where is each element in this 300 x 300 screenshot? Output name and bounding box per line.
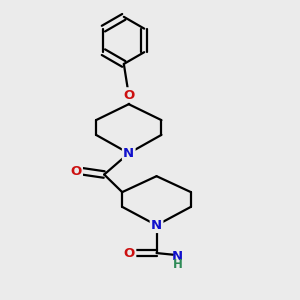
Text: H: H: [173, 258, 183, 271]
Text: O: O: [123, 88, 134, 101]
Text: N: N: [151, 219, 162, 232]
Text: O: O: [70, 165, 82, 178]
Text: O: O: [124, 247, 135, 260]
Text: N: N: [123, 147, 134, 160]
Text: N: N: [172, 250, 183, 263]
